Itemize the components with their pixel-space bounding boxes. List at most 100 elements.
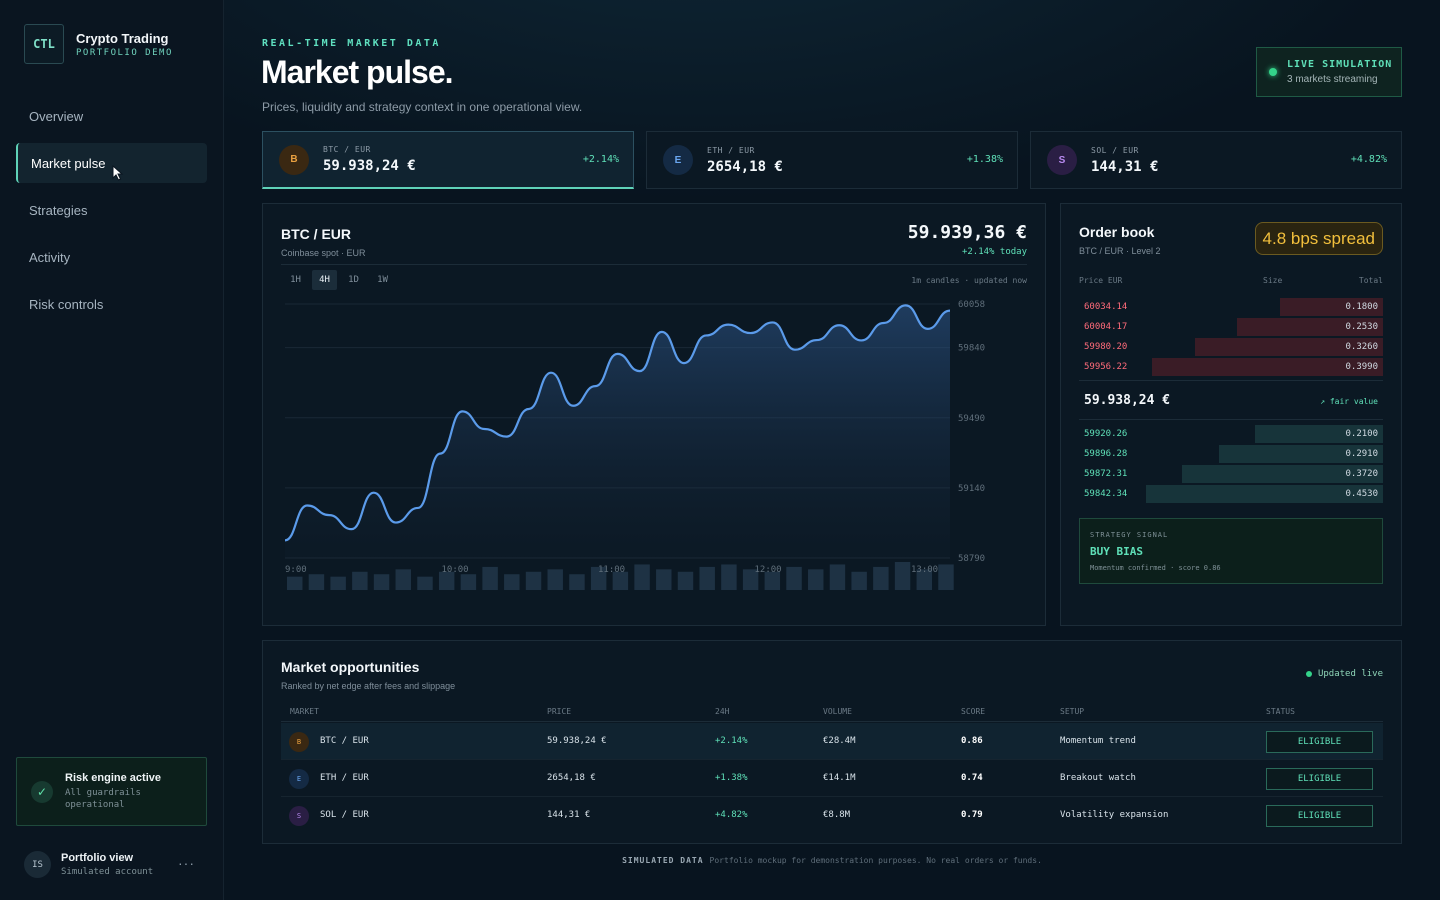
timeframe-1w[interactable]: 1W [377, 275, 388, 285]
ask-depth-bar [1152, 358, 1383, 376]
x-tick-label: 13:00 [911, 565, 938, 575]
volume-bar [677, 571, 694, 590]
updated-live-label: Updated live [1317, 669, 1383, 679]
volume-bar [808, 569, 824, 590]
volume-bar [634, 564, 650, 590]
sidebar-item-market-pulse[interactable]: Market pulse [16, 143, 207, 183]
ask-depth-bar [1195, 338, 1383, 356]
bid-row[interactable]: 59896.28 0.2910 [1079, 445, 1383, 463]
volume-bar [894, 562, 911, 590]
footer: SIMULATED DATA Portfolio mockup for demon… [262, 856, 1402, 865]
bid-depth-bar [1255, 425, 1383, 443]
col-24h: 24H [715, 707, 730, 716]
col-market: MARKET [290, 707, 319, 716]
table-row[interactable]: S SOL / EUR 144,31 € +4.82% €8.8M 0.79 V… [281, 797, 1383, 834]
timeframe-4h[interactable]: 4H [312, 270, 337, 290]
ask-row[interactable]: 60004.17 0.2530 [1079, 318, 1383, 336]
order-book-panel: Order book BTC / EUR · Level 2 4.8 bps s… [1060, 203, 1402, 626]
bid-row[interactable]: 59920.26 0.2100 [1079, 425, 1383, 443]
ticker-sol[interactable]: S SOL / EUR 144,31 € +4.82% [1030, 131, 1402, 189]
bid-size: 0.2100 [1345, 429, 1378, 439]
price-chart[interactable]: 60058 59840 59490 59140 58790 9:00 10:00 11:00 1… [275, 296, 1035, 596]
ask-row[interactable]: 59956.22 0.3990 [1079, 358, 1383, 376]
bid-row[interactable]: 59872.31 0.3720 [1079, 465, 1383, 483]
price-chart-panel: BTC / EUR Coinbase spot · EUR 59.939,36 … [262, 203, 1046, 626]
sidebar-item-activity[interactable]: Activity [16, 237, 207, 277]
volume-bar [612, 571, 629, 590]
ticker-change: +4.82% [1350, 154, 1387, 165]
row-setup: Momentum trend [1060, 736, 1136, 746]
brand-title: Crypto Trading [76, 30, 169, 46]
chart-subtitle: Coinbase spot · EUR [281, 248, 366, 258]
eligible-status-button[interactable]: ELIGIBLE [1266, 731, 1373, 753]
bid-price: 59872.31 [1084, 469, 1128, 479]
spread-badge: 4.8 bps spread [1254, 222, 1383, 255]
strategy-signal: STRATEGY SIGNAL BUY BIAS Momentum confir… [1079, 518, 1383, 584]
volume-bar [525, 571, 542, 590]
bid-size: 0.2910 [1345, 449, 1378, 459]
volume-bar [395, 569, 411, 590]
btc-coin-icon: B [279, 144, 309, 175]
row-score: 0.74 [961, 773, 983, 783]
opportunities-subtitle: Ranked by net edge after fees and slippa… [281, 681, 456, 691]
col-price: PRICE [547, 707, 572, 716]
volume-bar [590, 566, 607, 590]
volume-bar [417, 576, 433, 590]
chart-meta: 1m candles · updated now [911, 276, 1027, 285]
sidebar-item-overview[interactable]: Overview [16, 96, 207, 136]
sidebar: CTL Crypto Trading PORTFOLIO DEMO Overvi… [0, 0, 224, 900]
live-indicator-icon [1269, 68, 1277, 76]
signal-value: BUY BIAS [1090, 545, 1143, 558]
ask-price: 59956.22 [1084, 362, 1128, 372]
table-row[interactable]: E ETH / EUR 2654,18 € +1.38% €14.1M 0.74… [281, 760, 1383, 797]
col-size: Size [1263, 276, 1283, 285]
page-title: Market pulse. [261, 54, 454, 90]
eth-coin-icon: E [663, 145, 693, 175]
user-profile[interactable]: IS Portfolio view Simulated account ··· [24, 851, 204, 878]
ask-row[interactable]: 59980.20 0.3260 [1079, 338, 1383, 356]
page-eyebrow: REAL-TIME MARKET DATA [262, 38, 441, 49]
brand[interactable]: CTL Crypto Trading PORTFOLIO DEMO [24, 24, 173, 64]
timeframe-1d[interactable]: 1D [348, 275, 359, 285]
sidebar-item-label: Overview [29, 108, 84, 124]
bid-price: 59896.28 [1084, 449, 1128, 459]
risk-title: Risk engine active [65, 772, 161, 784]
bid-price: 59842.34 [1084, 489, 1128, 499]
volume-bar [460, 574, 477, 590]
ask-depth-bar [1237, 318, 1383, 336]
sidebar-item-strategies[interactable]: Strategies [16, 190, 207, 230]
bid-price: 59920.26 [1084, 429, 1128, 439]
eligible-status-button[interactable]: ELIGIBLE [1266, 805, 1373, 827]
sidebar-item-label: Risk controls [29, 296, 104, 312]
row-change: +1.38% [715, 773, 748, 783]
bid-depth-bar [1146, 485, 1383, 503]
volume-bar [786, 566, 802, 590]
more-options-icon[interactable]: ··· [178, 855, 195, 871]
user-name: Portfolio view [61, 852, 134, 864]
volume-bar [482, 566, 498, 590]
bid-row[interactable]: 59842.34 0.4530 [1079, 485, 1383, 503]
ticker-btc[interactable]: B BTC / EUR 59.938,24 € +2.14% [262, 131, 634, 189]
check-icon: ✓ [31, 780, 53, 803]
ask-size: 0.3260 [1345, 342, 1378, 352]
ask-size: 0.3990 [1345, 362, 1378, 372]
ticker-eth[interactable]: E ETH / EUR 2654,18 € +1.38% [646, 131, 1018, 189]
row-volume: €14.1M [823, 773, 856, 783]
eligible-status-button[interactable]: ELIGIBLE [1266, 768, 1373, 790]
ticker-change: +1.38% [966, 154, 1003, 165]
y-tick-label: 59140 [958, 484, 985, 494]
avatar: IS [24, 851, 51, 878]
live-sub: 3 markets streaming [1287, 74, 1378, 85]
ask-size: 0.1800 [1345, 302, 1378, 312]
timeframe-1h[interactable]: 1H [290, 275, 301, 285]
y-tick-label: 58790 [958, 554, 985, 564]
chart-price: 59.939,36 € [907, 222, 1027, 243]
table-row[interactable]: B BTC / EUR 59.938,24 € +2.14% €28.4M 0.… [281, 723, 1383, 760]
row-price: 144,31 € [547, 810, 591, 820]
ask-row[interactable]: 60034.14 0.1800 [1079, 298, 1383, 316]
risk-line2: operational [65, 800, 125, 810]
volume-bar [373, 574, 390, 590]
y-tick-label: 59490 [958, 414, 985, 424]
eth-coin-icon: E [289, 769, 309, 789]
sidebar-item-risk-controls[interactable]: Risk controls [16, 284, 207, 324]
